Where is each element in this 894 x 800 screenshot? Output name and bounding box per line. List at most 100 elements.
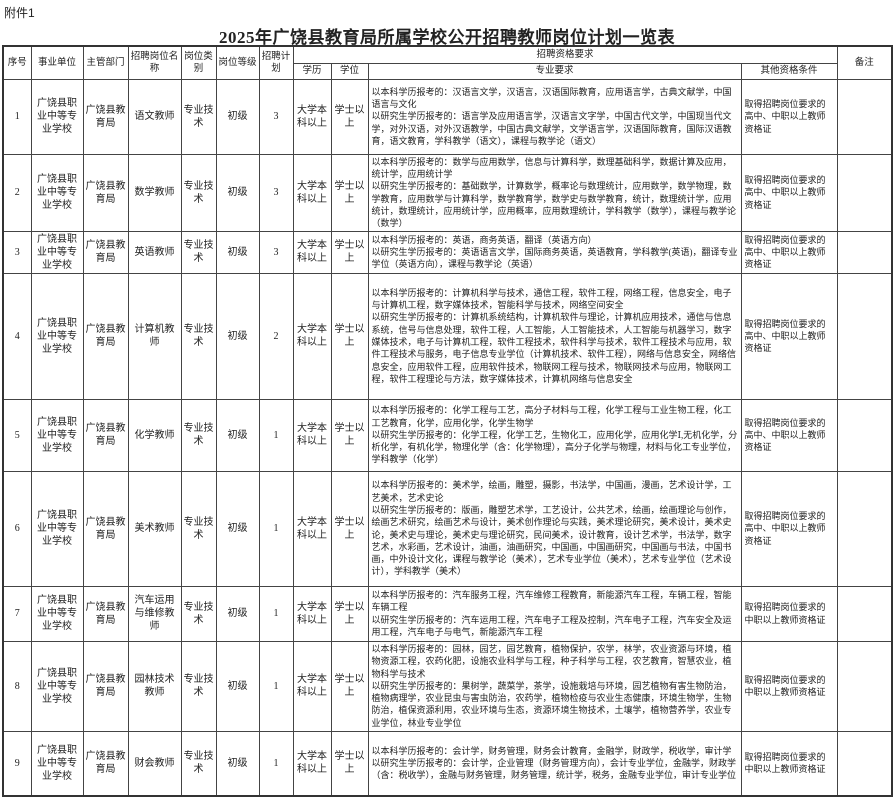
education-cell: 大学本科以上: [292, 470, 332, 587]
header-degree: 学位: [330, 62, 369, 80]
major-cell: 以本科学历报考的：英语，商务英语，翻译（英语方向） 以研究生学历报考的：英语语言文…: [367, 230, 742, 274]
category-cell: 专业技术: [180, 153, 217, 232]
unit-cell: 广饶县职业中等专业学校: [30, 730, 84, 797]
post-cell: 计算机教师: [127, 272, 182, 400]
attachment-label: 附件1: [4, 6, 35, 20]
unit-cell: 广饶县职业中等专业学校: [30, 470, 84, 587]
other-conditions-cell: 取得招聘岗位要求的中职以上教师资格证: [740, 585, 838, 642]
level-cell: 初级: [215, 230, 260, 274]
post-cell: 化学教师: [127, 398, 182, 472]
table-row: 8 广饶县职业中等专业学校 广饶县教育局 园林技术教师 专业技术 初级 1 大学本科以上 学士以…: [2, 640, 893, 732]
major-undergrad: 以本科学历报考的：化学工程与工艺，高分子材料与工程，化学工程与工业生物工程，化工…: [371, 405, 732, 428]
row-number: 4: [2, 272, 32, 400]
row-number: 1: [2, 78, 32, 155]
remark-cell: [836, 470, 893, 587]
other-conditions-cell: 取得招聘岗位要求的中职以上教师资格证: [740, 640, 838, 732]
major-cell: 以本科学历报考的：美术学，绘画，雕塑，摄影，书法学，中国画，漫画，艺术设计学，工…: [367, 470, 742, 587]
unit-cell: 广饶县职业中等专业学校: [30, 398, 84, 472]
dept-cell: 广饶县教育局: [82, 272, 129, 400]
level-cell: 初级: [215, 640, 260, 732]
dept-cell: 广饶县教育局: [82, 230, 129, 274]
remark-cell: [836, 640, 893, 732]
category-cell: 专业技术: [180, 730, 217, 797]
education-cell: 大学本科以上: [292, 640, 332, 732]
education-cell: 大学本科以上: [292, 230, 332, 274]
other-conditions-cell: 取得招聘岗位要求的高中、中职以上教师资格证: [740, 153, 838, 232]
category-cell: 专业技术: [180, 272, 217, 400]
remark-cell: [836, 230, 893, 274]
dept-cell: 广饶县教育局: [82, 398, 129, 472]
row-number: 2: [2, 153, 32, 232]
table-row: 9 广饶县职业中等专业学校 广饶县教育局 财会教师 专业技术 初级 1 大学本科以上 学士以上以…: [2, 730, 893, 797]
remark-cell: [836, 398, 893, 472]
major-cell: 以本科学历报考的：汽车服务工程，汽车维修工程教育，新能源汽车工程，车辆工程，智能…: [367, 585, 742, 642]
major-graduate: 以研究生学历报考的：基础数学，计算数学，概率论与数理统计，应用数学，数学物理，数…: [371, 181, 737, 229]
education-cell: 大学本科以上: [292, 153, 332, 232]
plan-cell: 1: [258, 585, 294, 642]
education-cell: 大学本科以上: [292, 272, 332, 400]
major-cell: 以本科学历报考的：会计学，财务管理，财务会计教育，金融学，财政学，税收学，审计学…: [367, 730, 742, 797]
level-cell: 初级: [215, 272, 260, 400]
other-conditions-cell: 取得招聘岗位要求的中职以上教师资格证: [740, 730, 838, 797]
category-cell: 专业技术: [180, 78, 217, 155]
other-conditions-cell: 取得招聘岗位要求的高中、中职以上教师资格证: [740, 230, 838, 274]
level-cell: 初级: [215, 585, 260, 642]
header-dept: 主管部门: [82, 45, 129, 80]
category-cell: 专业技术: [180, 640, 217, 732]
level-cell: 初级: [215, 398, 260, 472]
recruitment-table: 序号 事业单位 主管部门 招聘岗位名称 岗位类别 岗位等级 招聘计划 招聘资格要…: [2, 45, 894, 797]
other-conditions-cell: 取得招聘岗位要求的高中、中职以上教师资格证: [740, 398, 838, 472]
unit-cell: 广饶县职业中等专业学校: [30, 585, 84, 642]
unit-cell: 广饶县职业中等专业学校: [30, 153, 84, 232]
table-row: 4 广饶县职业中等专业学校 广饶县教育局 计算机教师 专业技术 初级 2 大学本科以上 学士以上…: [2, 272, 893, 400]
table-body: 1 广饶县职业中等专业学校 广饶县教育局 语文教师 专业技术 初级 3 大学本科以上 学士以上以…: [2, 78, 893, 797]
unit-cell: 广饶县职业中等专业学校: [30, 230, 84, 274]
remark-cell: [836, 272, 893, 400]
row-number: 6: [2, 470, 32, 587]
category-cell: 专业技术: [180, 398, 217, 472]
major-graduate: 以研究生学历报考的：果树学，蔬菜学，茶学，设施栽培与环境，园艺植物有害生物防治，…: [371, 680, 732, 728]
plan-cell: 1: [258, 640, 294, 732]
other-conditions-cell: 取得招聘岗位要求的高中、中职以上教师资格证: [740, 470, 838, 587]
category-cell: 专业技术: [180, 585, 217, 642]
header-requirements: 招聘资格要求: [292, 45, 838, 64]
degree-cell: 学士以上: [330, 730, 369, 797]
major-cell: 以本科学历报考的：园林，园艺，园艺教育，植物保护，农学，林学，农业资源与环境，植…: [367, 640, 742, 732]
dept-cell: 广饶县教育局: [82, 78, 129, 155]
post-cell: 汽车运用与维修教师: [127, 585, 182, 642]
major-cell: 以本科学历报考的：汉语言文学，汉语言，汉语国际教育，应用语言学，古典文献学，中国…: [367, 78, 742, 155]
remark-cell: [836, 585, 893, 642]
row-number: 7: [2, 585, 32, 642]
post-cell: 语文教师: [127, 78, 182, 155]
unit-cell: 广饶县职业中等专业学校: [30, 78, 84, 155]
major-cell: 以本科学历报考的：化学工程与工艺，高分子材料与工程，化学工程与工业生物工程，化工…: [367, 398, 742, 472]
post-cell: 英语教师: [127, 230, 182, 274]
plan-cell: 1: [258, 470, 294, 587]
header-remark: 备注: [836, 45, 893, 80]
row-number: 9: [2, 730, 32, 797]
degree-cell: 学士以上: [330, 78, 369, 155]
other-conditions-cell: 取得招聘岗位要求的高中、中职以上教师资格证: [740, 272, 838, 400]
degree-cell: 学士以上: [330, 470, 369, 587]
header-category: 岗位类别: [180, 45, 217, 80]
major-undergrad: 以本科学历报考的：计算机科学与技术，通信工程，软件工程，网络工程，信息安全，电子…: [371, 287, 732, 311]
degree-cell: 学士以上: [330, 640, 369, 732]
header-post: 招聘岗位名称: [127, 45, 182, 80]
header-no: 序号: [2, 45, 32, 80]
plan-cell: 1: [258, 730, 294, 797]
unit-cell: 广饶县职业中等专业学校: [30, 272, 84, 400]
page-title: 2025年广饶县教育局所属学校公开招聘教师岗位计划一览表: [219, 28, 675, 47]
unit-cell: 广饶县职业中等专业学校: [30, 640, 84, 732]
level-cell: 初级: [215, 153, 260, 232]
table-row: 3 广饶县职业中等专业学校 广饶县教育局 英语教师 专业技术 初级 3 大学本科以上 学士以上以…: [2, 230, 893, 274]
dept-cell: 广饶县教育局: [82, 640, 129, 732]
other-conditions-cell: 取得招聘岗位要求的高中、中职以上教师资格证: [740, 78, 838, 155]
education-cell: 大学本科以上: [292, 78, 332, 155]
plan-cell: 3: [258, 230, 294, 274]
major-cell: 以本科学历报考的：计算机科学与技术，通信工程，软件工程，网络工程，信息安全，电子…: [367, 272, 742, 400]
header-plan: 招聘计划: [258, 45, 294, 80]
category-cell: 专业技术: [180, 470, 217, 587]
header-level: 岗位等级: [215, 45, 260, 80]
major-undergrad: 以本科学历报考的：英语，商务英语，翻译（英语方向）: [371, 234, 597, 245]
table-row: 7 广饶县职业中等专业学校 广饶县教育局 汽车运用与维修教师 专业技术 初级 1 大学本科以上…: [2, 585, 893, 642]
